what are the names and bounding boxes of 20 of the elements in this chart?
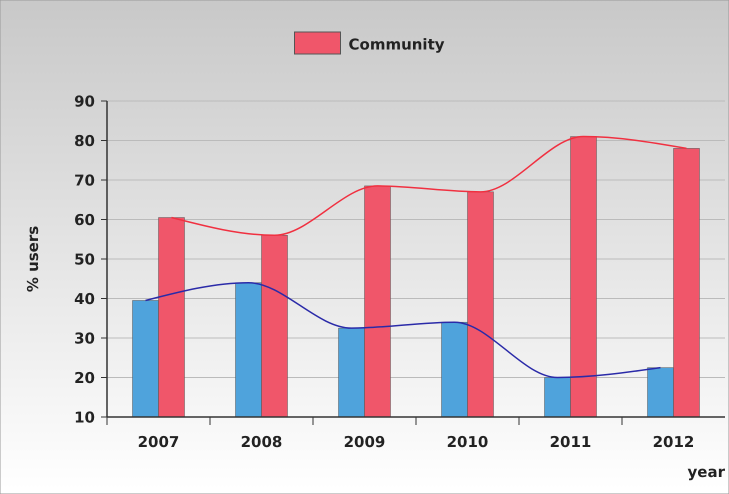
y-tick-label: 90 <box>74 92 95 110</box>
x-tick-label: 2010 <box>446 433 488 451</box>
x-tick-label: 2009 <box>344 433 386 451</box>
y-axis-title: % users <box>24 226 42 292</box>
x-axis-title: year <box>688 463 726 481</box>
legend-label: Community <box>348 35 445 54</box>
x-tick-label: 2011 <box>550 433 592 451</box>
line-series <box>170 136 688 236</box>
y-tick-label: 50 <box>74 250 95 268</box>
y-tick-label: 70 <box>74 171 95 190</box>
x-tick-label: 2007 <box>138 433 180 451</box>
y-tick-label: 10 <box>74 408 95 426</box>
line-series <box>144 282 662 378</box>
x-tick-label: 2012 <box>652 433 694 451</box>
y-tick-label: 30 <box>74 329 95 348</box>
x-tick-label: 2008 <box>240 433 282 451</box>
y-tick-label: 60 <box>74 210 95 229</box>
y-tick-label: 80 <box>74 132 95 150</box>
y-tick-label: 40 <box>74 290 95 308</box>
y-tick-label: 20 <box>74 368 95 387</box>
